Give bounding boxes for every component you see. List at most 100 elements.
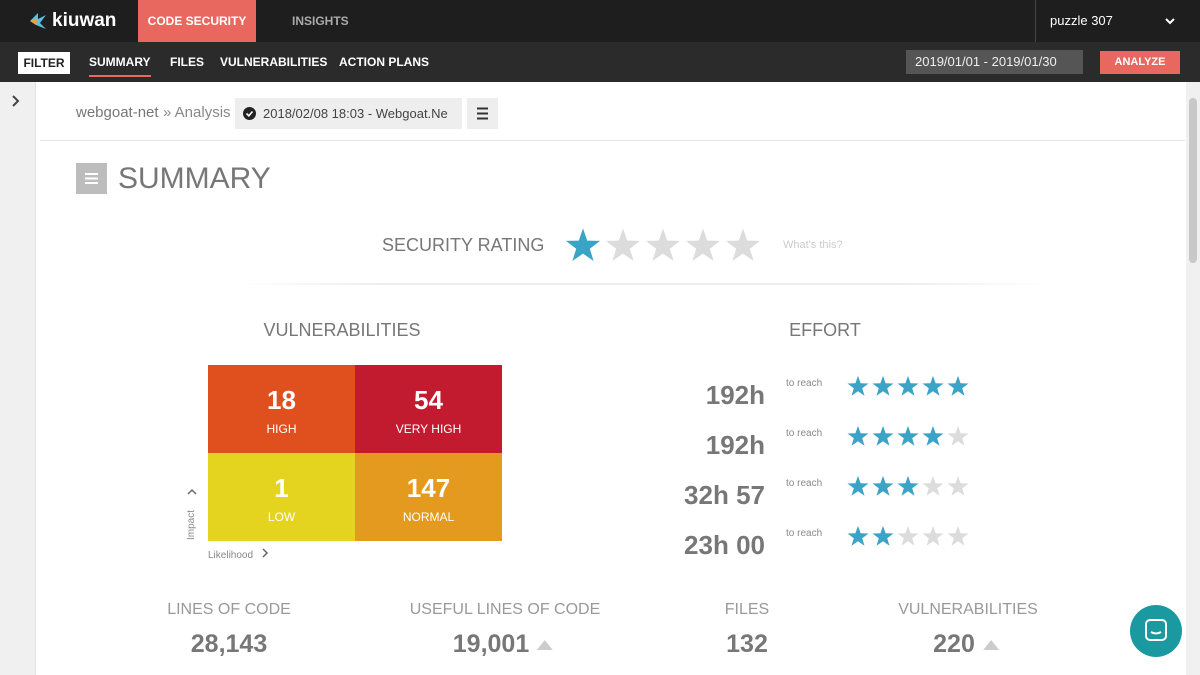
rating-stars [565, 227, 765, 268]
star [947, 475, 969, 496]
star-shape [645, 228, 681, 261]
star [872, 375, 894, 396]
account-name: puzzle 307 [1050, 13, 1113, 28]
metric-label: USEFUL LINES OF CODE [409, 601, 601, 618]
vuln-cell: 18 HIGH [208, 365, 355, 453]
effort-stars [847, 475, 972, 502]
star-shape [872, 525, 894, 546]
analyze-button[interactable]: ANALYZE [1100, 51, 1180, 74]
star [897, 525, 919, 546]
star-shape [847, 425, 869, 446]
star [947, 525, 969, 546]
account-menu[interactable]: puzzle 307 [1035, 0, 1200, 42]
star [922, 475, 944, 496]
star [922, 375, 944, 396]
star-shape [872, 375, 894, 396]
effort-stars [847, 525, 972, 552]
star [645, 228, 681, 261]
brand: kiuwan [52, 10, 117, 31]
star [922, 425, 944, 446]
effort-time: 192h [705, 380, 765, 410]
vuln-count: 147 [406, 473, 451, 503]
expand-icon[interactable] [9, 94, 23, 108]
menu-button[interactable] [467, 98, 498, 129]
analysis-select[interactable]: 2018/02/08 18:03 - Webgoat.Ne [235, 98, 462, 129]
star [872, 425, 894, 446]
effort-title: EFFORT [789, 320, 861, 340]
star-shape [922, 375, 944, 396]
effort-note: to reach [786, 478, 823, 489]
effort-stars [847, 375, 972, 402]
trend-up [537, 640, 554, 650]
metric-value: 19,001 [453, 630, 557, 659]
metric-number: 19,001 [452, 630, 530, 658]
metric-label: FILES [724, 601, 770, 618]
help-link[interactable]: What's this? [783, 239, 843, 251]
star [725, 228, 761, 261]
summary-icon [76, 163, 107, 194]
rating-label: SECURITY RATING [382, 235, 545, 255]
star [685, 228, 721, 261]
star [872, 475, 894, 496]
star [847, 375, 869, 396]
star [847, 525, 869, 546]
stars [847, 525, 969, 546]
sub-tab[interactable]: FILES [170, 55, 205, 69]
trend-shape [537, 640, 554, 650]
metric-label: LINES OF CODE [167, 601, 291, 618]
metric-value: 132 [726, 630, 768, 659]
metric-value: 220 [933, 630, 1003, 659]
date-range-text: 2019/01/01 - 2019/01/30 [915, 54, 1057, 69]
star [947, 425, 969, 446]
vuln-matrix: 18 HIGH 54 VERY HIGH 1 LOW 147 NORMAL [208, 365, 502, 541]
vuln-level: HIGH [266, 422, 297, 436]
top-bar: kiuwan CODE SECURITY INSIGHTS puzzle 307 [0, 0, 1200, 42]
stars [847, 475, 969, 496]
chat-button[interactable] [1130, 605, 1182, 657]
check-icon [243, 107, 256, 120]
likelihood-text: Likelihood [208, 550, 254, 561]
sub-tab[interactable]: VULNERABILITIES [220, 55, 328, 69]
sub-tab[interactable]: SUMMARY [89, 55, 151, 77]
star [847, 475, 869, 496]
star-shape [605, 228, 641, 261]
impact-axis: Impact [186, 488, 197, 540]
date-range[interactable]: 2019/01/01 - 2019/01/30 [906, 50, 1083, 74]
sub-tab[interactable]: ACTION PLANS [339, 55, 429, 69]
filter-button[interactable]: FILTER [18, 52, 70, 74]
scroll-thumb[interactable] [1189, 98, 1197, 263]
summary-title: SUMMARY [118, 162, 271, 195]
star-shape [897, 375, 919, 396]
effort-time: 23h 00 [684, 530, 765, 560]
divider [40, 140, 1185, 141]
star [897, 375, 919, 396]
star-shape [565, 228, 601, 261]
star-shape [897, 525, 919, 546]
star [922, 525, 944, 546]
nav-tab[interactable]: INSIGHTS [292, 14, 349, 28]
star [947, 375, 969, 396]
star [847, 425, 869, 446]
star-shape [872, 425, 894, 446]
vuln-cell: 147 NORMAL [355, 453, 502, 541]
nav-tab[interactable]: CODE SECURITY [138, 0, 256, 42]
breadcrumb-app[interactable]: webgoat-net [76, 104, 159, 121]
likelihood-label: Likelihood [208, 548, 273, 561]
effort-note: to reach [786, 378, 823, 389]
star [872, 525, 894, 546]
star-shape [897, 475, 919, 496]
star-shape [847, 375, 869, 396]
star-shape [847, 525, 869, 546]
vuln-cell: 1 LOW [208, 453, 355, 541]
star-shape [685, 228, 721, 261]
summary-icon-lines [85, 173, 98, 184]
divider [235, 283, 1050, 285]
logo-icon [30, 13, 46, 29]
vuln-title: VULNERABILITIES [263, 320, 421, 340]
stars [847, 425, 969, 446]
analysis-text: 2018/02/08 18:03 - Webgoat.Ne [263, 106, 448, 121]
star-shape [922, 475, 944, 496]
sidebar [0, 82, 36, 675]
effort-note: to reach [786, 428, 823, 439]
metric-label: VULNERABILITIES [898, 601, 1038, 618]
